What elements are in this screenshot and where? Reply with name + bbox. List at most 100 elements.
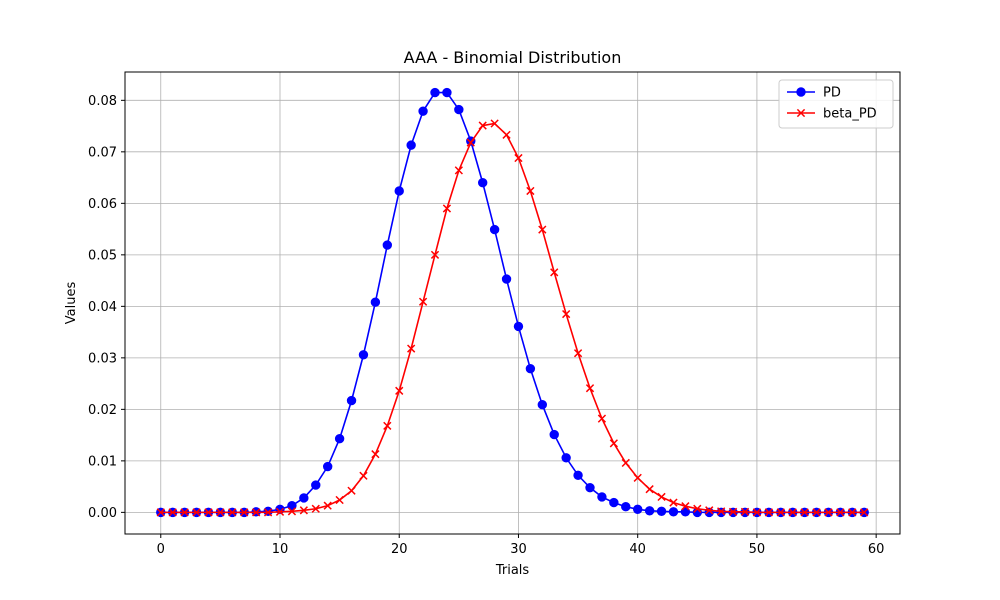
data-point: [764, 508, 773, 517]
data-point: [728, 507, 738, 516]
x-tick-label: 60: [868, 542, 885, 557]
data-point: [477, 178, 488, 188]
data-point: [680, 507, 691, 517]
data-point: [705, 506, 714, 515]
data-point: [538, 225, 547, 234]
data-point: [812, 508, 821, 517]
data-point: [430, 87, 440, 98]
x-tick-label: 50: [749, 542, 766, 557]
data-point: [347, 486, 356, 495]
data-point: [454, 104, 464, 115]
data-point: [526, 186, 535, 196]
legend-label: beta_PD: [823, 107, 877, 122]
data-point: [632, 504, 643, 514]
data-point: [311, 480, 321, 490]
data-point: [513, 321, 524, 332]
data-point: [537, 400, 548, 410]
data-point: [334, 434, 345, 444]
data-point: [573, 349, 583, 358]
x-axis-label: Trials: [495, 563, 530, 578]
data-point: [597, 414, 607, 423]
data-point: [788, 508, 797, 517]
data-point: [609, 497, 619, 508]
data-point: [394, 186, 404, 196]
legend-label: PD: [823, 86, 841, 101]
y-axis-label: Values: [64, 282, 79, 325]
data-point: [370, 297, 381, 307]
y-tick-label: 0.03: [88, 351, 117, 366]
data-point: [418, 297, 428, 306]
data-point: [287, 500, 297, 511]
legend-marker: [796, 108, 806, 118]
y-tick-label: 0.01: [88, 454, 117, 469]
data-point: [776, 508, 785, 517]
data-point: [824, 508, 833, 517]
y-tick-label: 0.02: [88, 403, 117, 418]
data-point: [466, 138, 475, 147]
data-point: [501, 274, 512, 284]
data-point: [359, 471, 368, 480]
data-point: [275, 507, 285, 516]
plot-frame: [124, 71, 901, 535]
data-point: [645, 485, 654, 494]
y-tick-label: 0.07: [88, 145, 117, 160]
data-point: [693, 504, 702, 513]
data-point: [621, 458, 630, 468]
data-point: [860, 508, 869, 517]
series-layer: [156, 87, 869, 518]
data-point: [335, 495, 344, 505]
chart-title: AAA - Binomial Distribution: [404, 48, 622, 67]
data-point: [656, 506, 667, 517]
data-point: [644, 506, 655, 516]
data-point: [752, 508, 762, 517]
data-point: [717, 507, 726, 516]
data-point: [418, 106, 428, 116]
data-point: [621, 502, 631, 512]
data-point: [562, 309, 571, 319]
legend-item: PD: [787, 86, 841, 101]
data-point: [609, 439, 618, 448]
data-point: [657, 492, 666, 502]
data-point: [681, 502, 690, 511]
data-point: [430, 250, 440, 259]
data-point: [454, 166, 463, 175]
data-point: [228, 508, 237, 517]
data-point: [299, 506, 308, 515]
y-tick-label: 0.05: [88, 248, 117, 263]
data-point: [561, 453, 571, 463]
data-point: [633, 473, 642, 482]
x-tick-label: 40: [629, 542, 646, 557]
data-point: [740, 507, 750, 516]
data-point: [442, 204, 452, 213]
data-point: [156, 508, 165, 517]
data-point: [478, 121, 487, 130]
y-tick-label: 0.00: [88, 506, 117, 521]
data-point: [216, 508, 225, 517]
data-point: [287, 507, 297, 516]
data-point: [358, 350, 369, 360]
data-point: [490, 119, 499, 128]
legend: PD beta_PD: [778, 79, 894, 129]
data-point: [800, 508, 809, 517]
data-point: [489, 224, 500, 235]
data-point: [299, 493, 309, 503]
data-point: [585, 384, 595, 393]
data-point: [668, 507, 679, 517]
data-point: [525, 363, 536, 374]
y-tick-label: 0.06: [88, 197, 117, 212]
data-point: [585, 482, 595, 493]
data-point: [192, 508, 201, 517]
data-point: [514, 153, 523, 163]
data-point: [168, 508, 177, 517]
data-point: [669, 498, 678, 507]
data-point: [407, 344, 416, 353]
data-point: [204, 508, 213, 517]
y-tick-label: 0.08: [88, 94, 117, 109]
data-point: [346, 395, 357, 406]
data-point: [836, 508, 845, 517]
x-tick-label: 10: [272, 542, 289, 557]
data-point: [383, 421, 392, 430]
data-point: [406, 140, 416, 150]
legend-item: beta_PD: [787, 107, 877, 122]
